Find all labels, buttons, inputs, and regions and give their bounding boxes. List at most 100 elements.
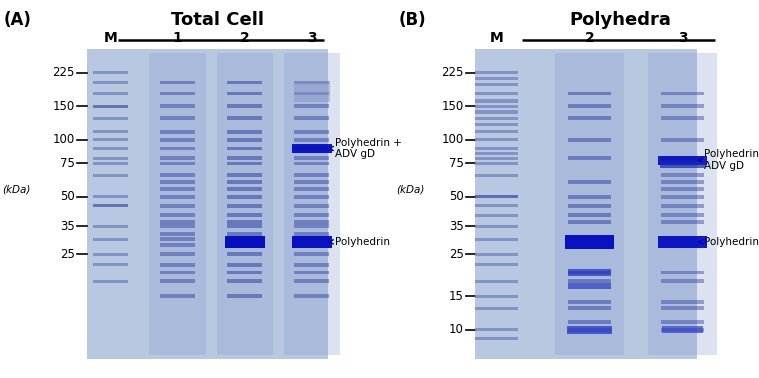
Bar (93, 116, 128, 119)
Bar (160, 271, 195, 274)
Bar (661, 104, 704, 108)
Text: M: M (490, 31, 503, 45)
Bar (661, 220, 704, 224)
Bar (661, 116, 704, 120)
Text: 3: 3 (678, 31, 688, 45)
Bar (228, 116, 262, 120)
Bar (475, 71, 518, 74)
Bar (160, 187, 195, 191)
Text: Polyhedrin: Polyhedrin (329, 237, 390, 247)
Bar (160, 138, 195, 142)
Bar (568, 220, 611, 224)
Bar (93, 263, 128, 266)
Bar (228, 279, 262, 283)
Bar (568, 156, 611, 160)
Bar (294, 180, 329, 184)
Bar (160, 180, 195, 184)
Bar (93, 195, 128, 198)
Text: (kDa): (kDa) (2, 184, 30, 194)
Text: Polyhedrin: Polyhedrin (698, 237, 759, 247)
Bar (294, 232, 329, 235)
Bar (294, 187, 329, 191)
Bar (93, 280, 128, 283)
Text: 225: 225 (52, 67, 75, 79)
Bar (294, 195, 329, 199)
Bar (661, 279, 704, 283)
Bar (93, 147, 128, 150)
Bar (294, 156, 329, 160)
Bar (568, 306, 611, 310)
Bar (160, 225, 195, 228)
Text: 10: 10 (449, 323, 464, 336)
Bar (475, 295, 518, 298)
Bar (228, 138, 262, 142)
Bar (475, 280, 518, 283)
Bar (475, 123, 518, 126)
Bar (475, 116, 518, 119)
Bar (93, 92, 128, 95)
Text: Total Cell: Total Cell (171, 11, 263, 29)
Bar (160, 214, 195, 217)
Bar (294, 214, 329, 217)
Text: 150: 150 (442, 100, 464, 113)
Bar (93, 71, 128, 74)
Bar (555, 53, 624, 355)
Bar (475, 138, 518, 141)
Bar (160, 147, 195, 150)
Bar (661, 214, 704, 217)
Bar (475, 105, 518, 108)
Bar (568, 270, 611, 276)
Bar (228, 204, 262, 208)
Text: Polyhedra: Polyhedra (569, 11, 672, 29)
Bar (475, 204, 518, 207)
Bar (661, 92, 704, 96)
Bar (228, 162, 262, 166)
Bar (150, 53, 206, 355)
Bar (475, 162, 518, 165)
Bar (294, 81, 330, 102)
Bar (294, 92, 329, 96)
Bar (294, 279, 329, 283)
Bar (294, 225, 329, 228)
Bar (93, 105, 128, 108)
Bar (294, 147, 329, 150)
Bar (93, 162, 128, 165)
Bar (568, 180, 611, 184)
Text: 225: 225 (442, 67, 464, 79)
Bar (661, 138, 704, 142)
Bar (294, 81, 329, 84)
Bar (160, 279, 195, 283)
Bar (228, 130, 262, 134)
Bar (661, 300, 704, 304)
Bar (475, 307, 518, 310)
Text: (B): (B) (398, 11, 426, 29)
Bar (661, 187, 704, 191)
Text: 100: 100 (52, 133, 75, 146)
Bar (228, 174, 262, 177)
Bar (93, 130, 128, 133)
Bar (662, 326, 703, 333)
Bar (568, 116, 611, 120)
Bar (475, 337, 518, 340)
Bar (294, 174, 329, 177)
Bar (568, 138, 611, 142)
Bar (294, 138, 329, 142)
Bar (475, 83, 518, 86)
Bar (568, 320, 611, 324)
Bar (658, 156, 707, 165)
Bar (661, 271, 704, 274)
Bar (661, 320, 704, 324)
Bar (294, 220, 329, 224)
Bar (228, 156, 262, 160)
Bar (93, 225, 128, 228)
Bar (160, 237, 195, 241)
Bar (475, 253, 518, 256)
Bar (160, 204, 195, 208)
Bar (475, 152, 518, 155)
Text: 25: 25 (449, 248, 464, 260)
Text: (kDa): (kDa) (396, 184, 425, 194)
Bar (475, 110, 518, 113)
Bar (294, 252, 329, 256)
Bar (93, 237, 128, 240)
Text: 100: 100 (442, 133, 464, 146)
